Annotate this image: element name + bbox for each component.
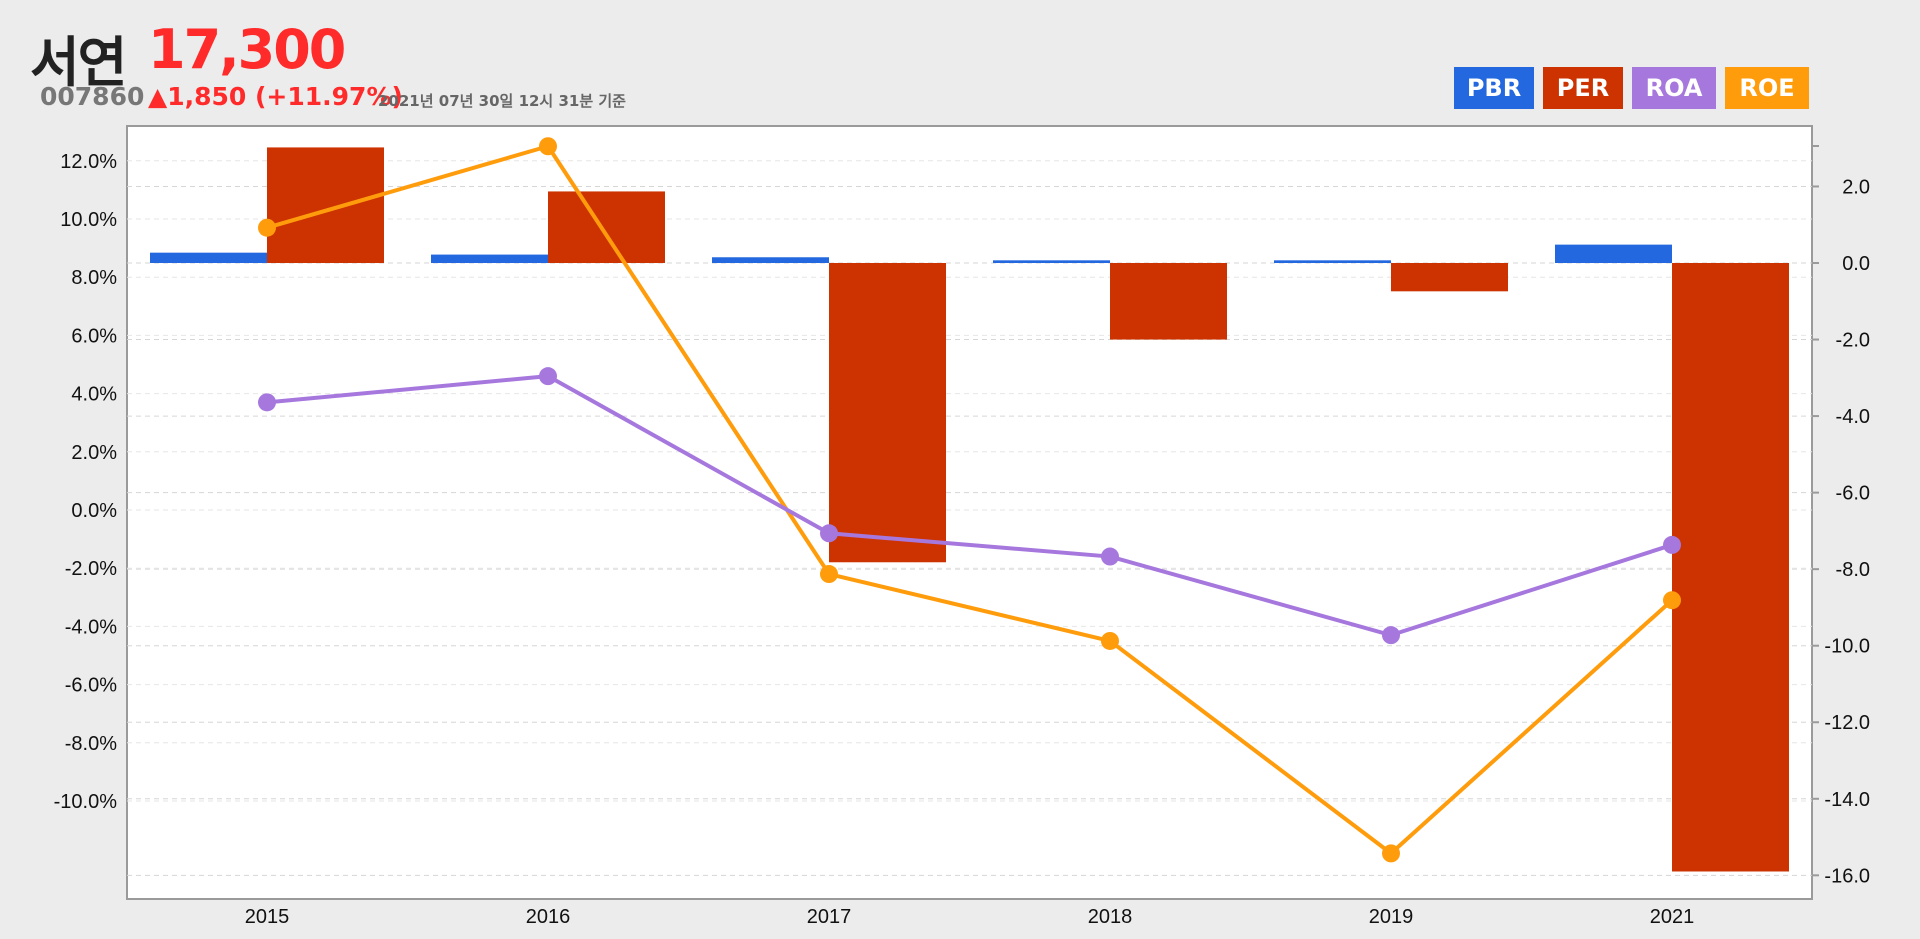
left-tick-label: -8.0% <box>65 733 117 755</box>
roa-point-2019[interactable] <box>1382 626 1400 645</box>
price-change: ▲1,850 (+11.97%) <box>148 82 403 111</box>
gridlines <box>127 160 1812 876</box>
roe-line <box>266 144 1674 856</box>
pbr-bar-2017[interactable] <box>712 257 829 263</box>
roa-point-2015[interactable] <box>258 393 276 412</box>
right-tick-label: -4.0 <box>1836 406 1870 428</box>
per-bar-2021[interactable] <box>1672 263 1789 872</box>
x-tick-label-2021: 2021 <box>1650 906 1695 928</box>
x-tick-label-2016: 2016 <box>526 906 571 928</box>
left-tick-label: -2.0% <box>65 558 117 580</box>
legend-pbr[interactable]: PBR <box>1454 67 1534 109</box>
roa-point-2021[interactable] <box>1663 535 1681 554</box>
right-axis: 2.0 0.0 -2.0 -4.0 -6.0 -8.0 -10.0 -12.0 -14.0 -16… <box>1812 145 1870 887</box>
bar-series <box>150 147 1789 872</box>
pbr-bar-2016[interactable] <box>431 254 548 263</box>
roa-point-2018[interactable] <box>1101 547 1119 566</box>
stock-price: 17,300 <box>148 18 346 81</box>
right-tick-label: -2.0 <box>1836 330 1870 352</box>
x-tick-label-2015: 2015 <box>245 906 290 928</box>
right-tick-label: 2.0 <box>1842 176 1870 198</box>
roe-point-2019[interactable] <box>1382 844 1400 863</box>
x-tick-label-2018: 2018 <box>1088 906 1133 928</box>
plot-area <box>126 125 1813 900</box>
pbr-bar-2018[interactable] <box>993 260 1110 263</box>
per-bar-2019[interactable] <box>1391 263 1508 292</box>
roe-point-2017[interactable] <box>820 565 838 584</box>
right-tick-label: -14.0 <box>1824 789 1870 811</box>
pbr-bar-2021[interactable] <box>1555 244 1672 263</box>
right-tick-label: -10.0 <box>1824 636 1870 658</box>
pbr-bar-2019[interactable] <box>1274 260 1391 263</box>
right-tick-label: -16.0 <box>1824 865 1870 887</box>
stock-code: 007860 <box>40 82 145 111</box>
x-tick-label-2019: 2019 <box>1369 906 1414 928</box>
line-series <box>258 137 1681 863</box>
roe-point-2016[interactable] <box>539 137 557 156</box>
left-tick-label: -4.0% <box>65 616 117 638</box>
right-tick-label: -12.0 <box>1824 712 1870 734</box>
per-bar-2015[interactable] <box>267 147 384 263</box>
left-axis: 12.0% 10.0% 8.0% 6.0% 4.0% 2.0% 0.0% -2.0% -4.0%… <box>54 151 118 813</box>
left-tick-label: 8.0% <box>71 267 117 289</box>
stock-name: 서연 <box>30 31 127 94</box>
left-tick-label: -6.0% <box>65 675 117 697</box>
per-bar-2017[interactable] <box>829 263 946 563</box>
x-tick-label-2017: 2017 <box>807 906 852 928</box>
left-tick-label: 12.0% <box>60 151 117 173</box>
per-bar-2016[interactable] <box>548 191 665 263</box>
right-tick-label: -6.0 <box>1836 483 1870 505</box>
roa-point-2017[interactable] <box>820 524 838 543</box>
roe-point-2015[interactable] <box>258 218 276 237</box>
legend-per[interactable]: PER <box>1543 67 1623 109</box>
left-tick-label: -10.0% <box>54 791 118 813</box>
pbr-bar-2015[interactable] <box>150 252 267 263</box>
x-axis: 2015 2016 2017 2018 2019 2021 <box>245 906 1695 928</box>
roe-point-2018[interactable] <box>1101 631 1119 650</box>
right-tick-label: -8.0 <box>1836 559 1870 581</box>
left-tick-label: 2.0% <box>71 442 117 464</box>
roe-point-2021[interactable] <box>1663 591 1681 610</box>
roa-point-2016[interactable] <box>539 367 557 386</box>
left-tick-label: 10.0% <box>60 209 117 231</box>
chart-legend: PBR PER ROA ROE <box>1454 67 1809 109</box>
legend-roa[interactable]: ROA <box>1632 67 1716 109</box>
per-bar-2018[interactable] <box>1110 263 1227 340</box>
left-tick-label: 6.0% <box>71 325 117 347</box>
right-tick-label: 0.0 <box>1842 253 1870 275</box>
as-of-timestamp: 2021년 07년 30일 12시 31분 기준 <box>378 92 626 110</box>
left-tick-label: 0.0% <box>71 500 117 522</box>
roa-line <box>266 374 1673 638</box>
left-tick-label: 4.0% <box>71 384 117 406</box>
legend-roe[interactable]: ROE <box>1725 67 1809 109</box>
